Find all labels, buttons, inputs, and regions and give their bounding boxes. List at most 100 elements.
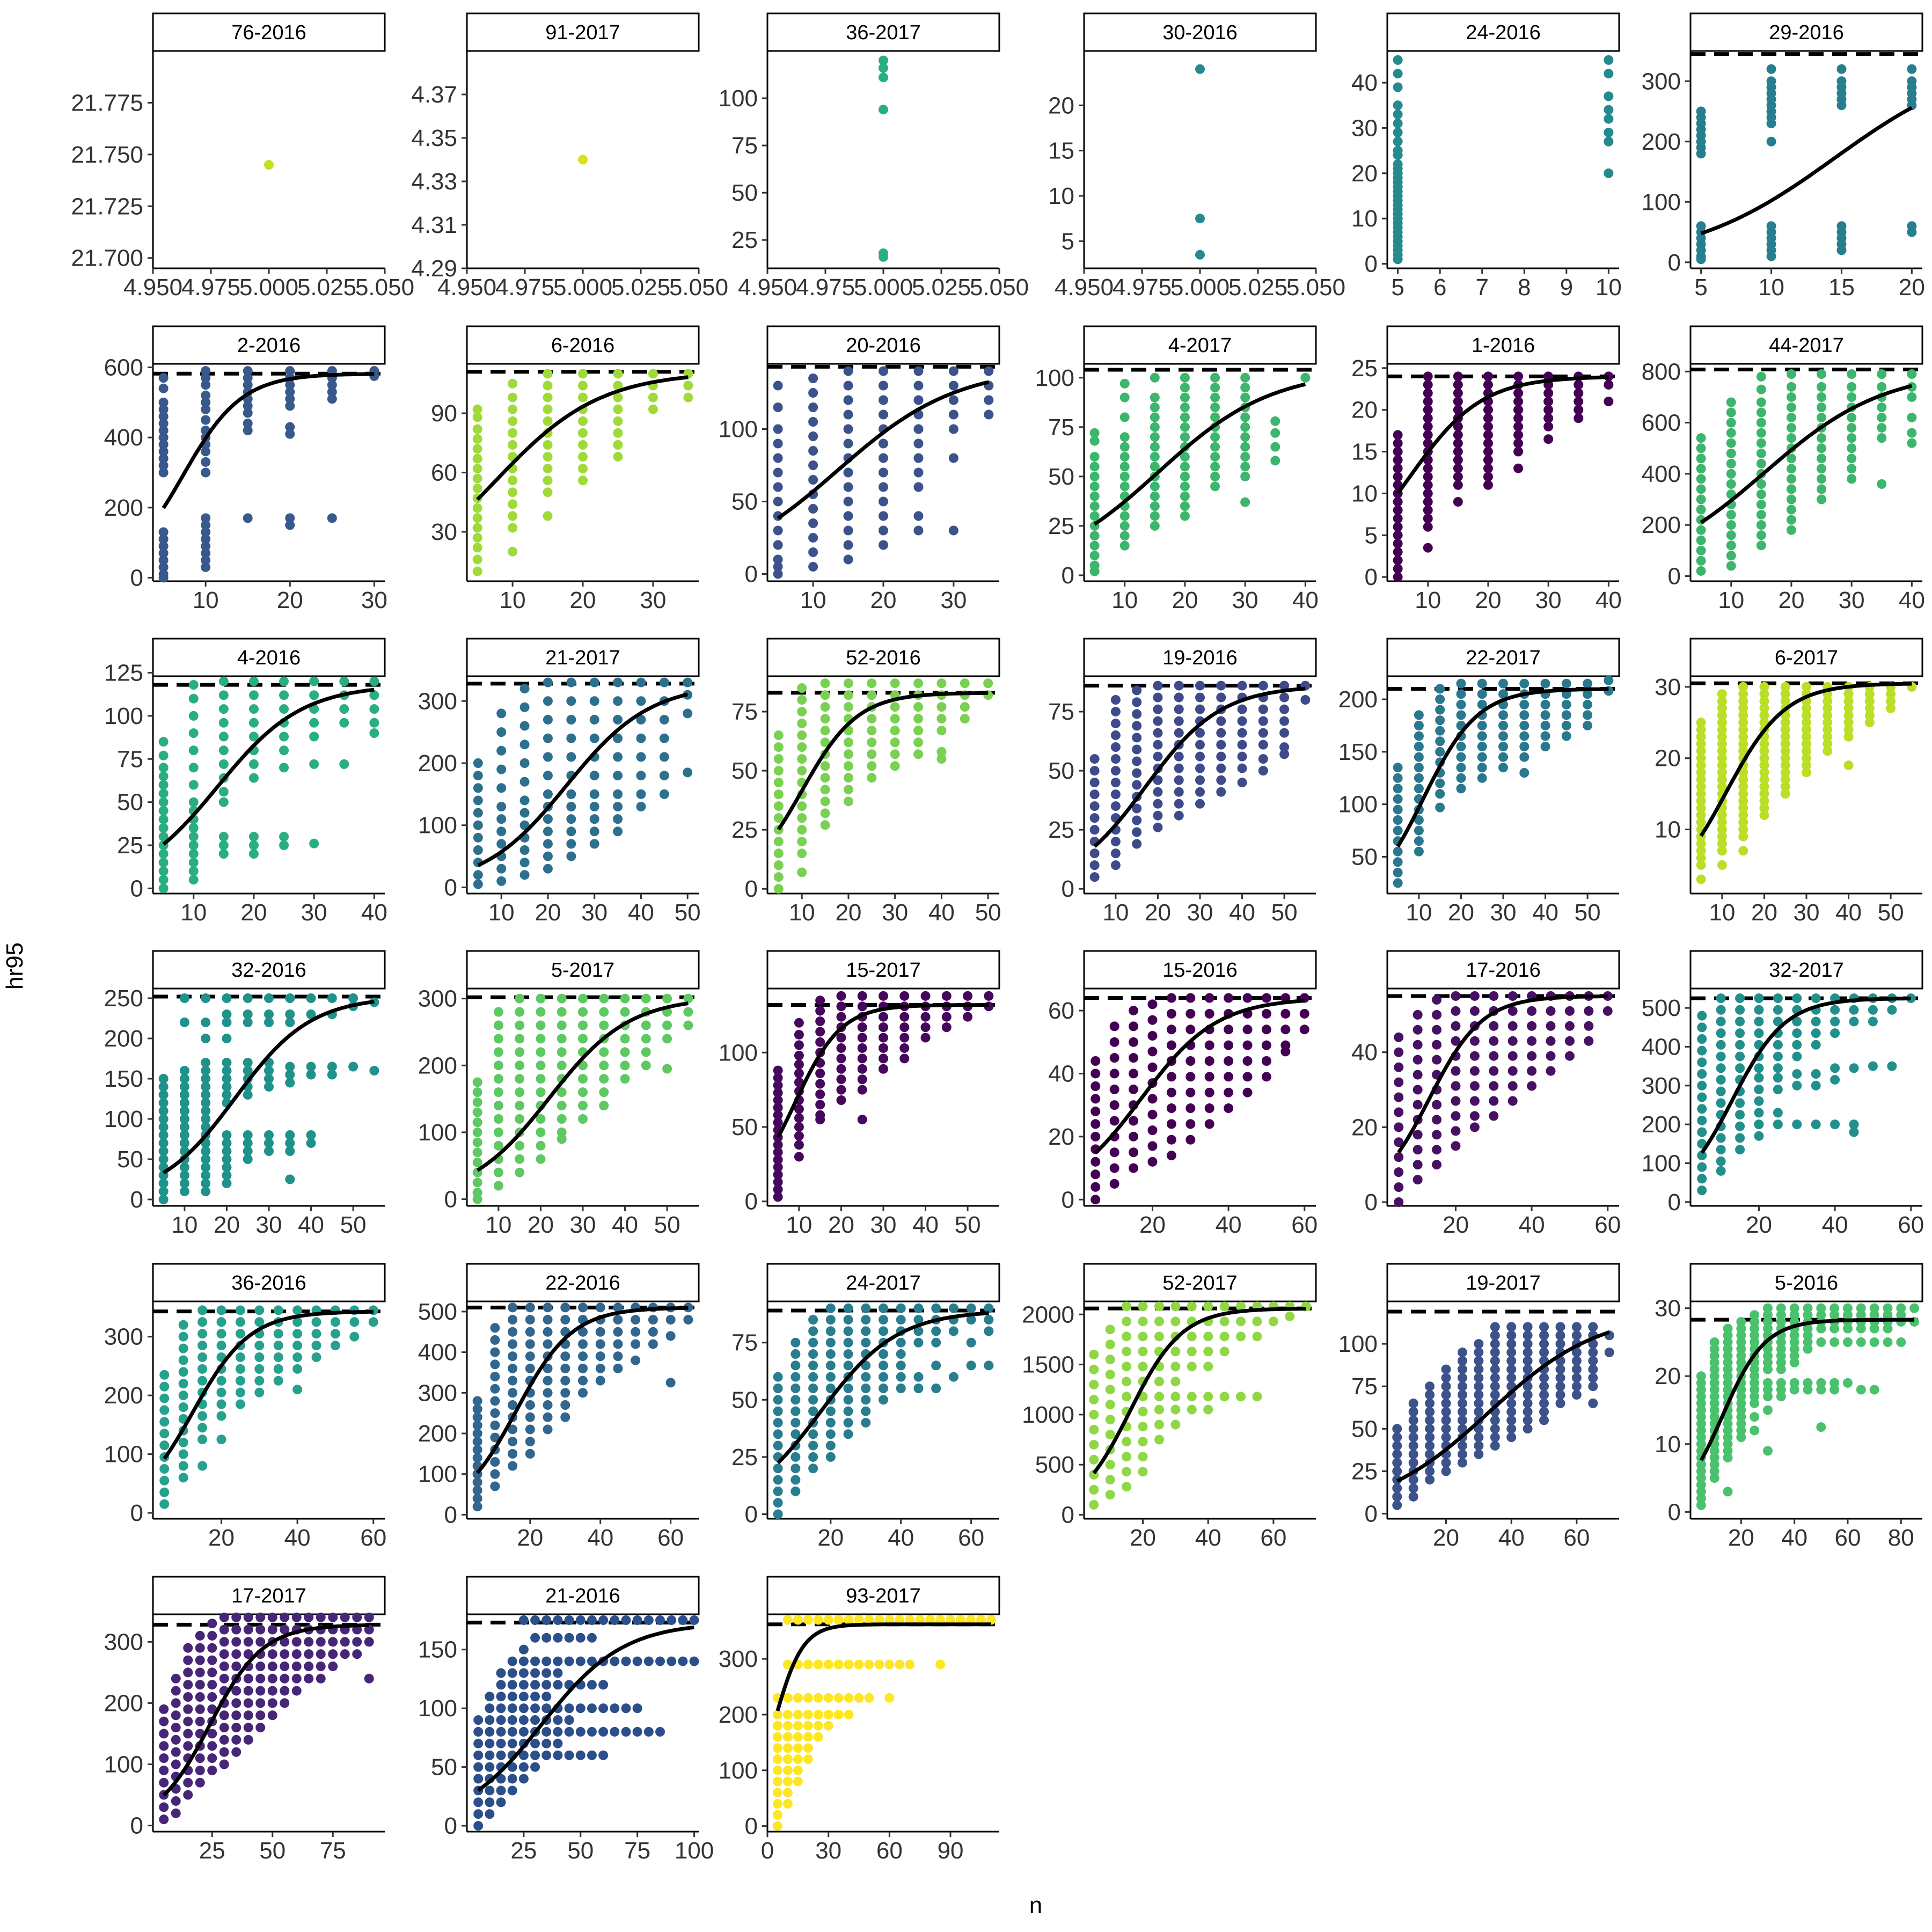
data-point — [493, 1020, 503, 1030]
data-point — [195, 1765, 205, 1775]
data-point — [1258, 766, 1268, 776]
data-point — [1300, 695, 1311, 705]
data-point — [541, 1633, 552, 1643]
data-point — [197, 1461, 208, 1471]
data-point — [1453, 371, 1463, 382]
data-point — [541, 1750, 552, 1760]
data-point — [946, 1615, 956, 1625]
data-point — [543, 814, 553, 824]
data-point — [1236, 1331, 1246, 1342]
data-point — [1423, 397, 1433, 407]
data-point — [1129, 1021, 1139, 1031]
data-point — [1877, 423, 1887, 433]
y-tick-label: 1000 — [1022, 1402, 1074, 1428]
data-point — [254, 1305, 265, 1315]
data-point — [543, 677, 553, 687]
data-point — [1474, 1390, 1484, 1400]
data-point — [311, 1352, 321, 1362]
data-point — [1154, 1435, 1164, 1445]
data-point — [793, 1709, 803, 1719]
data-point — [843, 785, 853, 795]
data-point — [772, 1765, 782, 1775]
data-point — [543, 369, 553, 379]
data-point — [589, 802, 599, 811]
data-point — [1697, 1127, 1707, 1137]
data-point — [1153, 680, 1163, 691]
data-point — [1105, 1385, 1115, 1395]
data-point — [1393, 430, 1403, 440]
data-point — [285, 394, 295, 404]
data-point — [1170, 1377, 1181, 1387]
data-point — [1393, 150, 1403, 160]
data-point — [248, 759, 259, 769]
data-point — [472, 434, 482, 444]
data-point — [1408, 1458, 1418, 1468]
data-point — [519, 845, 530, 855]
data-point — [913, 511, 924, 521]
data-point — [1696, 433, 1706, 443]
data-point — [201, 527, 211, 537]
x-tick-label: 10 — [1758, 274, 1784, 301]
data-point — [1877, 413, 1887, 423]
data-point — [1780, 746, 1790, 756]
data-point — [316, 1661, 326, 1671]
data-point — [1723, 1344, 1733, 1354]
data-point — [348, 993, 358, 1003]
data-point — [543, 1363, 553, 1373]
data-point — [493, 1140, 503, 1151]
data-point — [485, 1750, 495, 1760]
x-tick-label: 10 — [488, 899, 515, 926]
data-point — [913, 726, 924, 736]
facet-strip — [766, 12, 1000, 52]
data-point — [578, 1388, 588, 1398]
data-point — [1237, 778, 1247, 788]
data-point — [773, 742, 784, 752]
data-point — [1393, 438, 1403, 448]
data-point — [1513, 421, 1524, 431]
data-point — [1453, 455, 1463, 465]
data-point — [201, 1074, 211, 1084]
data-point — [1780, 731, 1790, 742]
data-point — [1738, 774, 1748, 785]
data-point — [1877, 433, 1887, 443]
data-point — [1726, 458, 1736, 469]
data-point — [493, 1007, 503, 1017]
data-point — [472, 1137, 482, 1147]
y-tick-label: 20 — [1655, 1363, 1681, 1389]
data-point — [518, 1762, 529, 1772]
data-point — [1789, 1310, 1799, 1320]
data-point — [836, 1043, 846, 1053]
data-point — [773, 754, 784, 764]
data-point — [825, 1303, 836, 1313]
data-point — [1441, 1458, 1451, 1468]
data-point — [1147, 1062, 1158, 1072]
data-point — [1453, 430, 1463, 440]
data-point — [1224, 1103, 1234, 1114]
y-tick-label: 25 — [731, 817, 758, 843]
data-point — [188, 797, 199, 807]
data-point — [493, 1167, 503, 1177]
data-point — [854, 1693, 864, 1703]
data-point — [1754, 1016, 1764, 1027]
data-point — [1816, 1337, 1826, 1347]
data-point — [808, 1326, 818, 1336]
data-point — [1174, 799, 1184, 809]
data-point — [843, 737, 853, 748]
data-point — [1119, 531, 1130, 541]
data-point — [1735, 1145, 1745, 1155]
data-point — [1408, 1415, 1418, 1425]
data-point — [689, 1615, 699, 1625]
data-point — [201, 1122, 211, 1132]
data-point — [1166, 1024, 1176, 1035]
data-point — [218, 759, 229, 769]
data-point — [285, 1130, 295, 1140]
data-point — [222, 1090, 232, 1100]
data-point — [864, 1615, 874, 1625]
data-point — [1392, 1449, 1402, 1459]
data-point — [159, 1463, 170, 1474]
data-point — [1425, 1407, 1435, 1417]
data-point — [1543, 397, 1554, 407]
data-point — [1089, 1439, 1099, 1450]
data-point — [1435, 705, 1445, 715]
